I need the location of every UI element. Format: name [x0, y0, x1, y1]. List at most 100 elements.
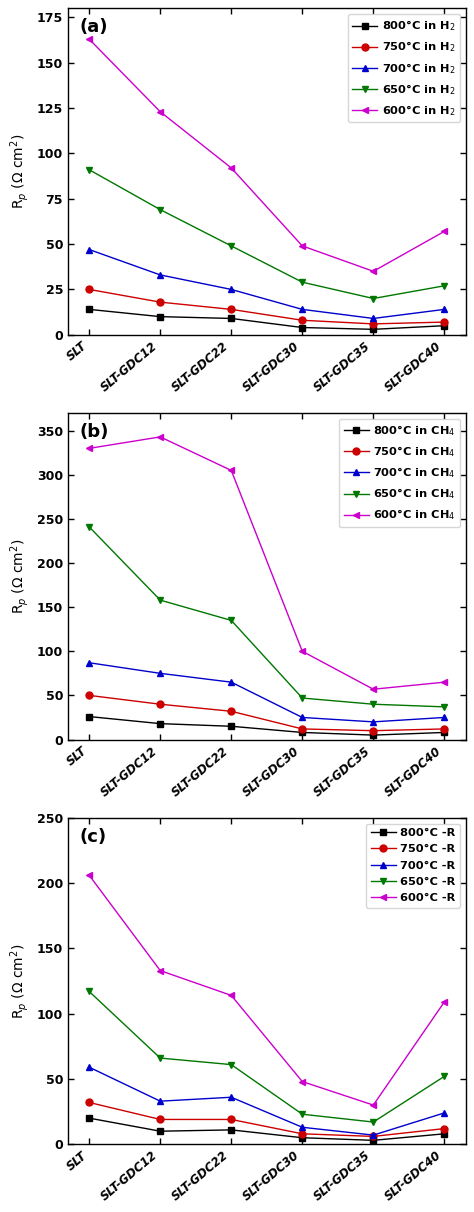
750°C -R [441, 1121, 447, 1136]
750°C in H$_2$ [86, 282, 92, 297]
700°C -R [157, 1094, 163, 1109]
600°C -R [86, 868, 92, 882]
750°C in H$_2$ [228, 302, 234, 316]
600°C in H$_2$ [441, 224, 447, 239]
800°C in CH$_4$ [300, 725, 305, 739]
Line: 700°C in CH$_4$: 700°C in CH$_4$ [86, 659, 448, 725]
650°C in CH$_4$ [371, 697, 376, 711]
600°C in CH$_4$ [371, 682, 376, 697]
Line: 600°C -R: 600°C -R [86, 871, 448, 1109]
800°C in H$_2$ [228, 311, 234, 326]
700°C in CH$_4$ [86, 656, 92, 670]
600°C in H$_2$ [300, 239, 305, 253]
800°C in CH$_4$ [86, 709, 92, 724]
700°C in CH$_4$ [228, 675, 234, 690]
650°C in H$_2$ [441, 279, 447, 293]
Y-axis label: R$_p$ (Ω cm$^2$): R$_p$ (Ω cm$^2$) [9, 943, 31, 1018]
700°C in H$_2$ [86, 242, 92, 257]
Legend: 800°C in CH$_4$, 750°C in CH$_4$, 700°C in CH$_4$, 650°C in CH$_4$, 600°C in CH$: 800°C in CH$_4$, 750°C in CH$_4$, 700°C … [339, 419, 460, 527]
800°C in CH$_4$ [157, 716, 163, 731]
750°C -R [300, 1126, 305, 1140]
650°C -R [300, 1107, 305, 1121]
700°C in CH$_4$ [157, 667, 163, 681]
800°C in H$_2$ [157, 309, 163, 324]
600°C in CH$_4$ [157, 429, 163, 444]
600°C -R [228, 988, 234, 1002]
Line: 750°C in CH$_4$: 750°C in CH$_4$ [86, 692, 448, 734]
750°C in CH$_4$ [228, 704, 234, 719]
800°C -R [300, 1131, 305, 1145]
600°C in H$_2$ [157, 104, 163, 119]
650°C in H$_2$ [228, 239, 234, 253]
800°C -R [228, 1122, 234, 1137]
700°C in H$_2$ [371, 311, 376, 326]
Legend: 800°C in H$_2$, 750°C in H$_2$, 700°C in H$_2$, 650°C in H$_2$, 600°C in H$_2$: 800°C in H$_2$, 750°C in H$_2$, 700°C in… [347, 15, 460, 122]
Line: 650°C in H$_2$: 650°C in H$_2$ [86, 166, 448, 302]
Text: (c): (c) [80, 828, 107, 846]
Line: 600°C in CH$_4$: 600°C in CH$_4$ [86, 434, 448, 693]
700°C in CH$_4$ [300, 710, 305, 725]
600°C in CH$_4$ [86, 441, 92, 456]
800°C in CH$_4$ [371, 728, 376, 743]
600°C in CH$_4$ [300, 644, 305, 658]
800°C -R [157, 1124, 163, 1138]
650°C -R [86, 984, 92, 999]
Y-axis label: R$_p$ (Ω cm$^2$): R$_p$ (Ω cm$^2$) [9, 538, 31, 614]
600°C in H$_2$ [86, 32, 92, 46]
800°C -R [86, 1111, 92, 1126]
750°C in H$_2$ [441, 315, 447, 330]
650°C -R [441, 1069, 447, 1084]
800°C -R [371, 1133, 376, 1148]
Text: (b): (b) [80, 423, 109, 441]
700°C -R [300, 1120, 305, 1134]
600°C in CH$_4$ [228, 463, 234, 478]
700°C in H$_2$ [300, 302, 305, 316]
Line: 750°C in H$_2$: 750°C in H$_2$ [86, 286, 448, 327]
750°C in H$_2$ [300, 313, 305, 327]
600°C in CH$_4$ [441, 675, 447, 690]
800°C -R [441, 1126, 447, 1140]
600°C in H$_2$ [228, 161, 234, 176]
700°C -R [371, 1128, 376, 1143]
Y-axis label: R$_p$ (Ω cm$^2$): R$_p$ (Ω cm$^2$) [9, 135, 31, 210]
750°C -R [157, 1113, 163, 1127]
Line: 800°C -R: 800°C -R [86, 1115, 448, 1144]
650°C in CH$_4$ [86, 520, 92, 534]
650°C in CH$_4$ [228, 613, 234, 628]
650°C in CH$_4$ [157, 593, 163, 607]
Legend: 800°C -R, 750°C -R, 700°C -R, 650°C -R, 600°C -R: 800°C -R, 750°C -R, 700°C -R, 650°C -R, … [366, 823, 460, 908]
Line: 650°C -R: 650°C -R [86, 988, 448, 1126]
700°C in H$_2$ [228, 282, 234, 297]
750°C -R [371, 1130, 376, 1144]
800°C in H$_2$ [441, 319, 447, 333]
600°C in H$_2$ [371, 264, 376, 279]
Line: 750°C -R: 750°C -R [86, 1099, 448, 1140]
750°C in CH$_4$ [86, 688, 92, 703]
750°C in CH$_4$ [300, 721, 305, 736]
Line: 700°C in H$_2$: 700°C in H$_2$ [86, 246, 448, 322]
650°C in H$_2$ [157, 202, 163, 217]
650°C -R [371, 1115, 376, 1130]
Text: (a): (a) [80, 18, 109, 36]
Line: 800°C in CH$_4$: 800°C in CH$_4$ [86, 713, 448, 738]
700°C -R [86, 1060, 92, 1075]
650°C -R [157, 1051, 163, 1065]
750°C -R [228, 1113, 234, 1127]
700°C in CH$_4$ [371, 715, 376, 730]
750°C -R [86, 1096, 92, 1110]
700°C in CH$_4$ [441, 710, 447, 725]
800°C in CH$_4$ [441, 725, 447, 739]
800°C in CH$_4$ [228, 719, 234, 733]
Line: 650°C in CH$_4$: 650°C in CH$_4$ [86, 524, 448, 710]
600°C -R [371, 1098, 376, 1113]
750°C in CH$_4$ [441, 721, 447, 736]
700°C -R [441, 1105, 447, 1120]
600°C -R [441, 995, 447, 1010]
Line: 700°C -R: 700°C -R [86, 1064, 448, 1138]
650°C in H$_2$ [300, 275, 305, 290]
600°C -R [300, 1074, 305, 1088]
750°C in H$_2$ [371, 316, 376, 331]
650°C -R [228, 1057, 234, 1071]
600°C -R [157, 964, 163, 978]
650°C in CH$_4$ [300, 691, 305, 705]
